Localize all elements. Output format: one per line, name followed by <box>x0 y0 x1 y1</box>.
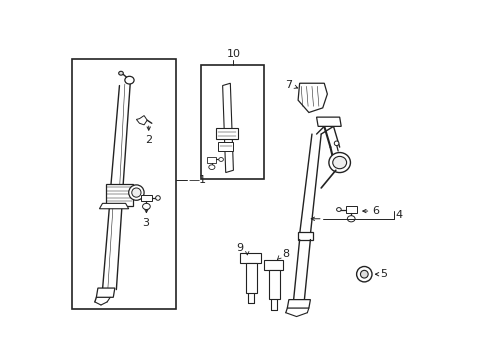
Polygon shape <box>245 264 257 293</box>
Polygon shape <box>317 117 341 126</box>
Text: 3: 3 <box>143 219 149 228</box>
Text: 2: 2 <box>145 135 152 145</box>
Ellipse shape <box>119 71 123 75</box>
Bar <box>201 65 264 179</box>
Polygon shape <box>136 116 147 125</box>
Text: 4: 4 <box>395 210 402 220</box>
Polygon shape <box>298 83 327 112</box>
Ellipse shape <box>329 153 350 172</box>
Ellipse shape <box>209 165 215 170</box>
Polygon shape <box>218 142 233 151</box>
Text: —1: —1 <box>188 175 206 185</box>
Bar <box>346 206 357 213</box>
Polygon shape <box>269 270 280 299</box>
Ellipse shape <box>219 158 223 161</box>
Ellipse shape <box>143 203 150 210</box>
Polygon shape <box>264 260 283 270</box>
Polygon shape <box>222 83 233 172</box>
Polygon shape <box>97 288 115 297</box>
Ellipse shape <box>333 156 346 169</box>
Ellipse shape <box>357 266 372 282</box>
Bar <box>106 184 133 206</box>
Polygon shape <box>217 128 238 139</box>
Bar <box>207 157 217 163</box>
Ellipse shape <box>337 208 341 211</box>
Polygon shape <box>298 232 314 239</box>
Ellipse shape <box>132 188 141 197</box>
Polygon shape <box>99 203 129 209</box>
Ellipse shape <box>334 141 339 145</box>
Ellipse shape <box>129 185 144 200</box>
Text: 10: 10 <box>226 49 241 59</box>
Polygon shape <box>240 253 261 264</box>
Text: 9: 9 <box>237 243 244 253</box>
Ellipse shape <box>347 216 355 222</box>
Ellipse shape <box>361 270 368 278</box>
Polygon shape <box>287 300 311 308</box>
Ellipse shape <box>125 76 134 84</box>
Text: 6: 6 <box>372 206 379 216</box>
Ellipse shape <box>156 195 160 200</box>
Bar <box>72 59 176 309</box>
Text: 7: 7 <box>285 80 292 90</box>
Text: 5: 5 <box>381 269 388 279</box>
Bar <box>141 195 152 201</box>
Text: 8: 8 <box>283 249 290 259</box>
